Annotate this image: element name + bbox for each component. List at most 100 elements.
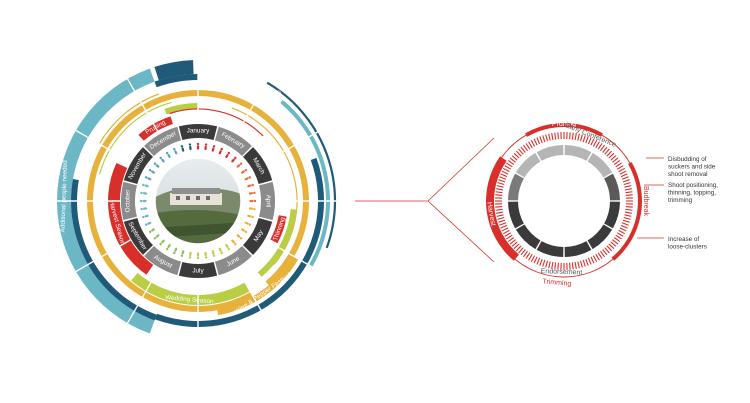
hatch-tick	[621, 222, 629, 226]
hatch-tick	[590, 138, 595, 146]
note-line: thinning, topping,	[668, 190, 716, 197]
hatch-tick	[612, 157, 619, 163]
vineyard-photo	[155, 158, 241, 244]
person-icon	[211, 145, 216, 152]
person-icon	[159, 239, 165, 246]
person-icon	[218, 147, 223, 155]
lime-thin-arc	[98, 101, 172, 175]
hatch-tick	[587, 137, 592, 145]
hatch-tick	[506, 162, 513, 168]
hatch-tick	[520, 249, 526, 256]
month-label: January	[187, 128, 211, 135]
hatch-tick	[624, 188, 632, 191]
month-divider	[228, 64, 278, 148]
hatch-tick	[557, 132, 559, 140]
month-segment	[515, 152, 541, 178]
note-loose-clusters: Increase of loose-clusters	[668, 236, 707, 251]
person-icon	[231, 239, 237, 246]
hatch-tick	[500, 173, 508, 178]
hatch-tick	[571, 262, 574, 270]
hatch-tick	[515, 150, 522, 157]
month-divider	[228, 254, 278, 338]
hatch-tick	[518, 148, 524, 155]
hatch-tick	[604, 148, 610, 155]
hatch-tick	[571, 132, 574, 140]
person-icon	[249, 199, 257, 203]
month-segment	[178, 124, 218, 140]
red-thin-arc	[601, 134, 631, 164]
hatch-tick	[599, 144, 606, 152]
hatch-tick	[612, 239, 619, 245]
festival-band	[217, 256, 299, 316]
ring-label: Biodiversity	[227, 66, 261, 84]
teal-arc	[280, 99, 330, 267]
month-segment	[564, 241, 592, 257]
hatch-tick	[495, 208, 503, 211]
hatch-tick	[504, 232, 512, 237]
gold-thin-arc	[98, 93, 160, 145]
person-icon	[165, 151, 171, 158]
hatch-tick	[495, 191, 503, 194]
hatch-tick	[618, 167, 626, 173]
hatch-tick	[542, 259, 546, 267]
hatch-tick	[582, 259, 586, 267]
connector-lines	[355, 137, 495, 263]
person-icon	[236, 162, 243, 168]
hatch-tick	[525, 252, 531, 259]
hatch-tick	[507, 236, 515, 243]
hatch-tick	[587, 257, 592, 265]
hatch-tick	[496, 214, 504, 217]
hatch-tick	[569, 262, 571, 270]
hatch-tick	[618, 229, 626, 235]
note-shoot-positioning: Shoot positioning, thinning, topping, tr…	[668, 182, 720, 204]
hatch-tick	[595, 253, 600, 261]
navy-arc	[265, 81, 337, 249]
hatch-tick	[507, 159, 515, 166]
month-label: July	[192, 268, 204, 275]
hatch-tick	[606, 150, 613, 157]
red-thin-arc	[501, 134, 527, 158]
hatch-tick	[500, 224, 508, 229]
hatch-tick	[606, 245, 613, 252]
hatch-tick	[497, 216, 505, 220]
month-segment	[604, 173, 620, 201]
month-segment	[123, 217, 153, 255]
hatch-tick	[599, 250, 606, 258]
person-icon	[142, 183, 149, 188]
person-icon	[247, 214, 254, 219]
hatch-tick	[539, 136, 543, 144]
person-icon	[211, 250, 216, 257]
hatch-tick	[574, 261, 577, 269]
hatch-tick	[574, 133, 577, 141]
note-disbudding: Disbudding of suckers and side shoot rem…	[668, 156, 717, 178]
hatch-tick	[608, 243, 615, 250]
hatch-tick	[495, 194, 503, 196]
person-icon	[248, 207, 256, 211]
month-segment	[144, 126, 182, 156]
hatch-tick	[551, 261, 554, 269]
hatch-tick	[542, 135, 546, 143]
hatch-tick	[548, 133, 551, 141]
month-segment	[214, 126, 252, 156]
note-line: Disbudding of	[668, 156, 707, 163]
hatch-tick	[610, 241, 617, 247]
hatch-tick	[625, 208, 633, 211]
hatch-tick	[585, 258, 589, 266]
month-divider	[251, 121, 335, 171]
person-icon	[173, 147, 178, 155]
hatch-tick	[624, 214, 632, 217]
person-icon	[159, 156, 165, 163]
hatch-tick	[528, 141, 533, 149]
hatch-tick	[619, 170, 627, 175]
hatch-tick	[545, 134, 549, 142]
ring-label: Wedding Season	[165, 294, 214, 305]
hatch-tick	[502, 229, 510, 235]
hatch-tick	[610, 155, 617, 161]
hatch-tick	[495, 206, 503, 208]
hatch-tick	[530, 255, 536, 263]
month-segment	[536, 241, 564, 257]
hatch-tick	[496, 185, 504, 188]
person-icon	[204, 143, 208, 151]
hatch-tick	[625, 206, 633, 208]
